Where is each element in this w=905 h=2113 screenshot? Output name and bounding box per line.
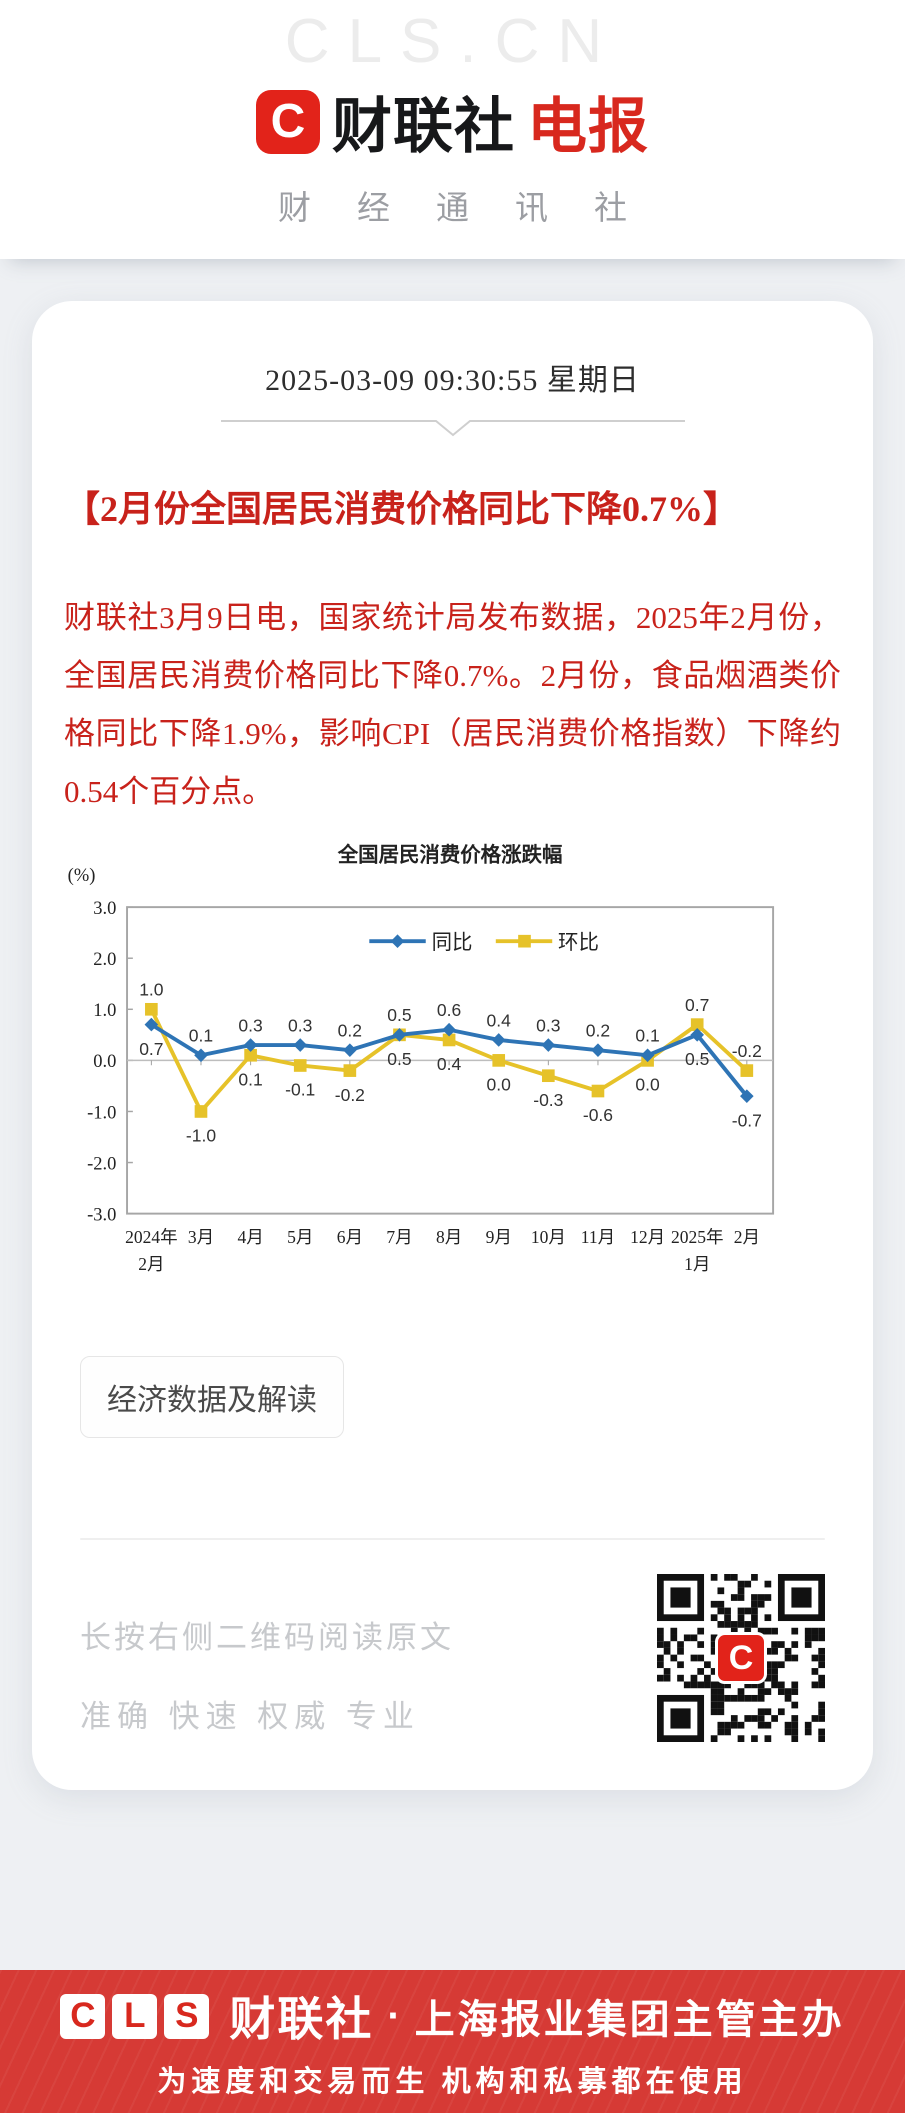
svg-text:6月: 6月 (337, 1227, 363, 1247)
svg-text:-2.0: -2.0 (87, 1154, 116, 1174)
cls-letter-boxes: C L S (60, 1993, 210, 2039)
qr-center-c-logo-icon: C (715, 1632, 767, 1685)
qr-hint-line2: 准确 快速 权威 专业 (80, 1699, 420, 1735)
svg-text:-0.6: -0.6 (583, 1106, 613, 1126)
svg-text:2月: 2月 (734, 1227, 760, 1247)
svg-text:0.5: 0.5 (685, 1049, 709, 1069)
svg-text:-0.2: -0.2 (335, 1085, 365, 1105)
article-headline: 【2月份全国居民消费价格同比下降0.7%】 (64, 489, 740, 529)
qr-code-image (657, 1574, 825, 1743)
svg-text:1.0: 1.0 (139, 980, 164, 1000)
topic-tag[interactable]: 经济数据及解读 (80, 1356, 344, 1439)
bottom-bar-brand-line: C L S 财联社 · 上海报业集团主管主办 (60, 1983, 844, 2049)
svg-text:(%): (%) (68, 865, 96, 886)
svg-text:0.5: 0.5 (387, 1006, 411, 1026)
svg-text:0.1: 0.1 (238, 1070, 262, 1090)
svg-text:0.7: 0.7 (139, 1039, 163, 1059)
brand-name: 财联社 (332, 93, 515, 160)
svg-text:-0.3: -0.3 (533, 1090, 563, 1110)
svg-text:11月: 11月 (581, 1227, 615, 1247)
brand-suffix: 电报 (527, 93, 649, 160)
app-header: CLS.CN C 财联社 电报 财经通讯社 (0, 0, 905, 259)
svg-text:5月: 5月 (287, 1227, 313, 1247)
svg-text:0.0: 0.0 (635, 1075, 660, 1095)
date-divider (220, 420, 685, 437)
svg-text:0.0: 0.0 (487, 1075, 512, 1095)
svg-text:10月: 10月 (531, 1227, 566, 1247)
svg-text:0.1: 0.1 (635, 1026, 659, 1046)
svg-text:0.5: 0.5 (387, 1049, 411, 1069)
cls-c-logo-icon: C (256, 89, 320, 154)
article-datetime: 2025-03-09 09:30:55 星期日 (265, 364, 640, 397)
qr-code[interactable]: C (657, 1574, 825, 1743)
cls-watermark: CLS.CN (284, 7, 621, 76)
svg-text:-0.1: -0.1 (285, 1080, 315, 1100)
svg-text:0.1: 0.1 (189, 1026, 213, 1046)
svg-text:-0.7: -0.7 (732, 1111, 762, 1131)
svg-text:0.3: 0.3 (288, 1016, 312, 1036)
svg-text:12月: 12月 (630, 1227, 665, 1247)
card-footer: 长按右侧二维码阅读原文 准确 快速 权威 专业 C (80, 1574, 825, 1743)
svg-text:7月: 7月 (386, 1227, 412, 1247)
svg-text:0.4: 0.4 (437, 1055, 462, 1075)
bottom-brand-name: 财联社 (229, 1993, 374, 2045)
svg-text:1.0: 1.0 (93, 1001, 116, 1021)
qr-hints: 长按右侧二维码阅读原文 准确 快速 权威 专业 (80, 1588, 454, 1736)
cls-letter-c: C (60, 1993, 106, 2039)
bottom-slogan: 为速度和交易而生 机构和私募都在使用 (157, 2066, 748, 2098)
bottom-brand-bar: C L S 财联社 · 上海报业集团主管主办 为速度和交易而生 机构和私募都在使… (0, 1970, 905, 2113)
svg-text:3月: 3月 (188, 1227, 214, 1247)
svg-text:0.4: 0.4 (487, 1011, 512, 1031)
bottom-organizer: 上海报业集团主管主办 (414, 1998, 845, 2042)
svg-text:9月: 9月 (486, 1227, 512, 1247)
svg-text:8月: 8月 (436, 1227, 462, 1247)
svg-text:0.6: 0.6 (437, 1001, 461, 1021)
bottom-separator: · (387, 1993, 401, 2038)
svg-text:0.2: 0.2 (338, 1021, 362, 1041)
brand-tagline: 财经通讯社 (278, 189, 673, 226)
cpi-line-chart: 全国居民消费价格涨跌幅 (%) 3.0 2.0 1.0 0.0 -1.0 -2.0 -3.0 1.… (68, 843, 775, 1275)
svg-text:-1.0: -1.0 (186, 1126, 216, 1146)
svg-text:0.0: 0.0 (93, 1052, 116, 1072)
cpi-chart: 全国居民消费价格涨跌幅 (%) 3.0 2.0 1.0 0.0 -1.0 -2.0 -3.0 1.… (56, 840, 849, 1286)
article-body: 财联社3月9日电，国家统计局发布数据，2025年2月份，全国居民消费价格同比下降… (64, 599, 841, 809)
svg-text:2.0: 2.0 (93, 949, 116, 969)
svg-text:0.7: 0.7 (685, 995, 709, 1015)
svg-text:0.2: 0.2 (586, 1021, 610, 1041)
qr-hint-line1: 长按右侧二维码阅读原文 (80, 1620, 454, 1656)
svg-text:0.3: 0.3 (238, 1016, 262, 1036)
svg-text:环比: 环比 (558, 931, 599, 954)
svg-text:4月: 4月 (237, 1227, 263, 1247)
svg-text:0.3: 0.3 (536, 1016, 560, 1036)
section-divider (80, 1538, 825, 1541)
brand-logo: C 财联社 电报 (0, 78, 905, 165)
cls-letter-s: S (164, 1993, 210, 2039)
cls-letter-l: L (112, 1993, 158, 2039)
svg-text:-1.0: -1.0 (87, 1103, 116, 1123)
svg-text:同比: 同比 (432, 931, 473, 954)
article-card: 2025-03-09 09:30:55 星期日 【2月份全国居民消费价格同比下降… (32, 301, 873, 1791)
svg-text:-0.2: -0.2 (732, 1041, 762, 1061)
svg-text:3.0: 3.0 (93, 898, 116, 918)
svg-text:全国居民消费价格涨跌幅: 全国居民消费价格涨跌幅 (337, 843, 563, 867)
svg-text:-3.0: -3.0 (87, 1205, 116, 1225)
